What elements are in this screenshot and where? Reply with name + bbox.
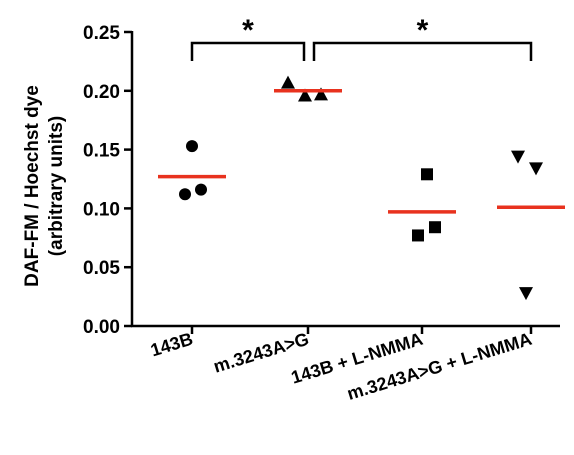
y-tick-label: 0.25	[83, 23, 120, 44]
data-point	[195, 183, 207, 196]
data-point	[519, 287, 533, 301]
y-tick-label: 0.00	[83, 317, 120, 338]
y-tick-label: 0.05	[83, 258, 120, 279]
data-point	[429, 221, 441, 234]
y-tick-label: 0.10	[83, 199, 120, 220]
mean-lines	[158, 89, 565, 214]
y-ticks: 0.00 0.05 0.10 0.15 0.20 0.25	[83, 23, 132, 338]
data-point	[421, 168, 433, 181]
data-point	[511, 150, 525, 164]
data-points	[179, 75, 543, 301]
y-axis-title: DAF-FM / Hoechst dye (arbitrary units)	[22, 85, 67, 287]
y-axis-title-line1: DAF-FM / Hoechst dye	[22, 85, 43, 287]
y-tick-label: 0.20	[83, 82, 120, 103]
significance-label: *	[242, 14, 254, 47]
data-point	[281, 75, 295, 89]
y-axis-title-line2: (arbitrary units)	[46, 116, 67, 256]
x-tick-label: 143B	[148, 329, 195, 361]
data-point	[186, 140, 198, 153]
data-point	[412, 229, 424, 242]
significance-label: *	[417, 14, 429, 47]
axes	[130, 31, 560, 328]
data-point	[314, 87, 328, 101]
significance-brackets: * *	[190, 14, 533, 61]
data-point	[529, 162, 543, 176]
significance-bracket	[312, 41, 533, 61]
data-point	[179, 188, 191, 201]
data-point	[298, 88, 312, 102]
x-tick-label: m.3243A>G + L-NMMA	[345, 329, 535, 404]
y-tick-label: 0.15	[83, 141, 120, 162]
significance-bracket	[190, 41, 306, 61]
